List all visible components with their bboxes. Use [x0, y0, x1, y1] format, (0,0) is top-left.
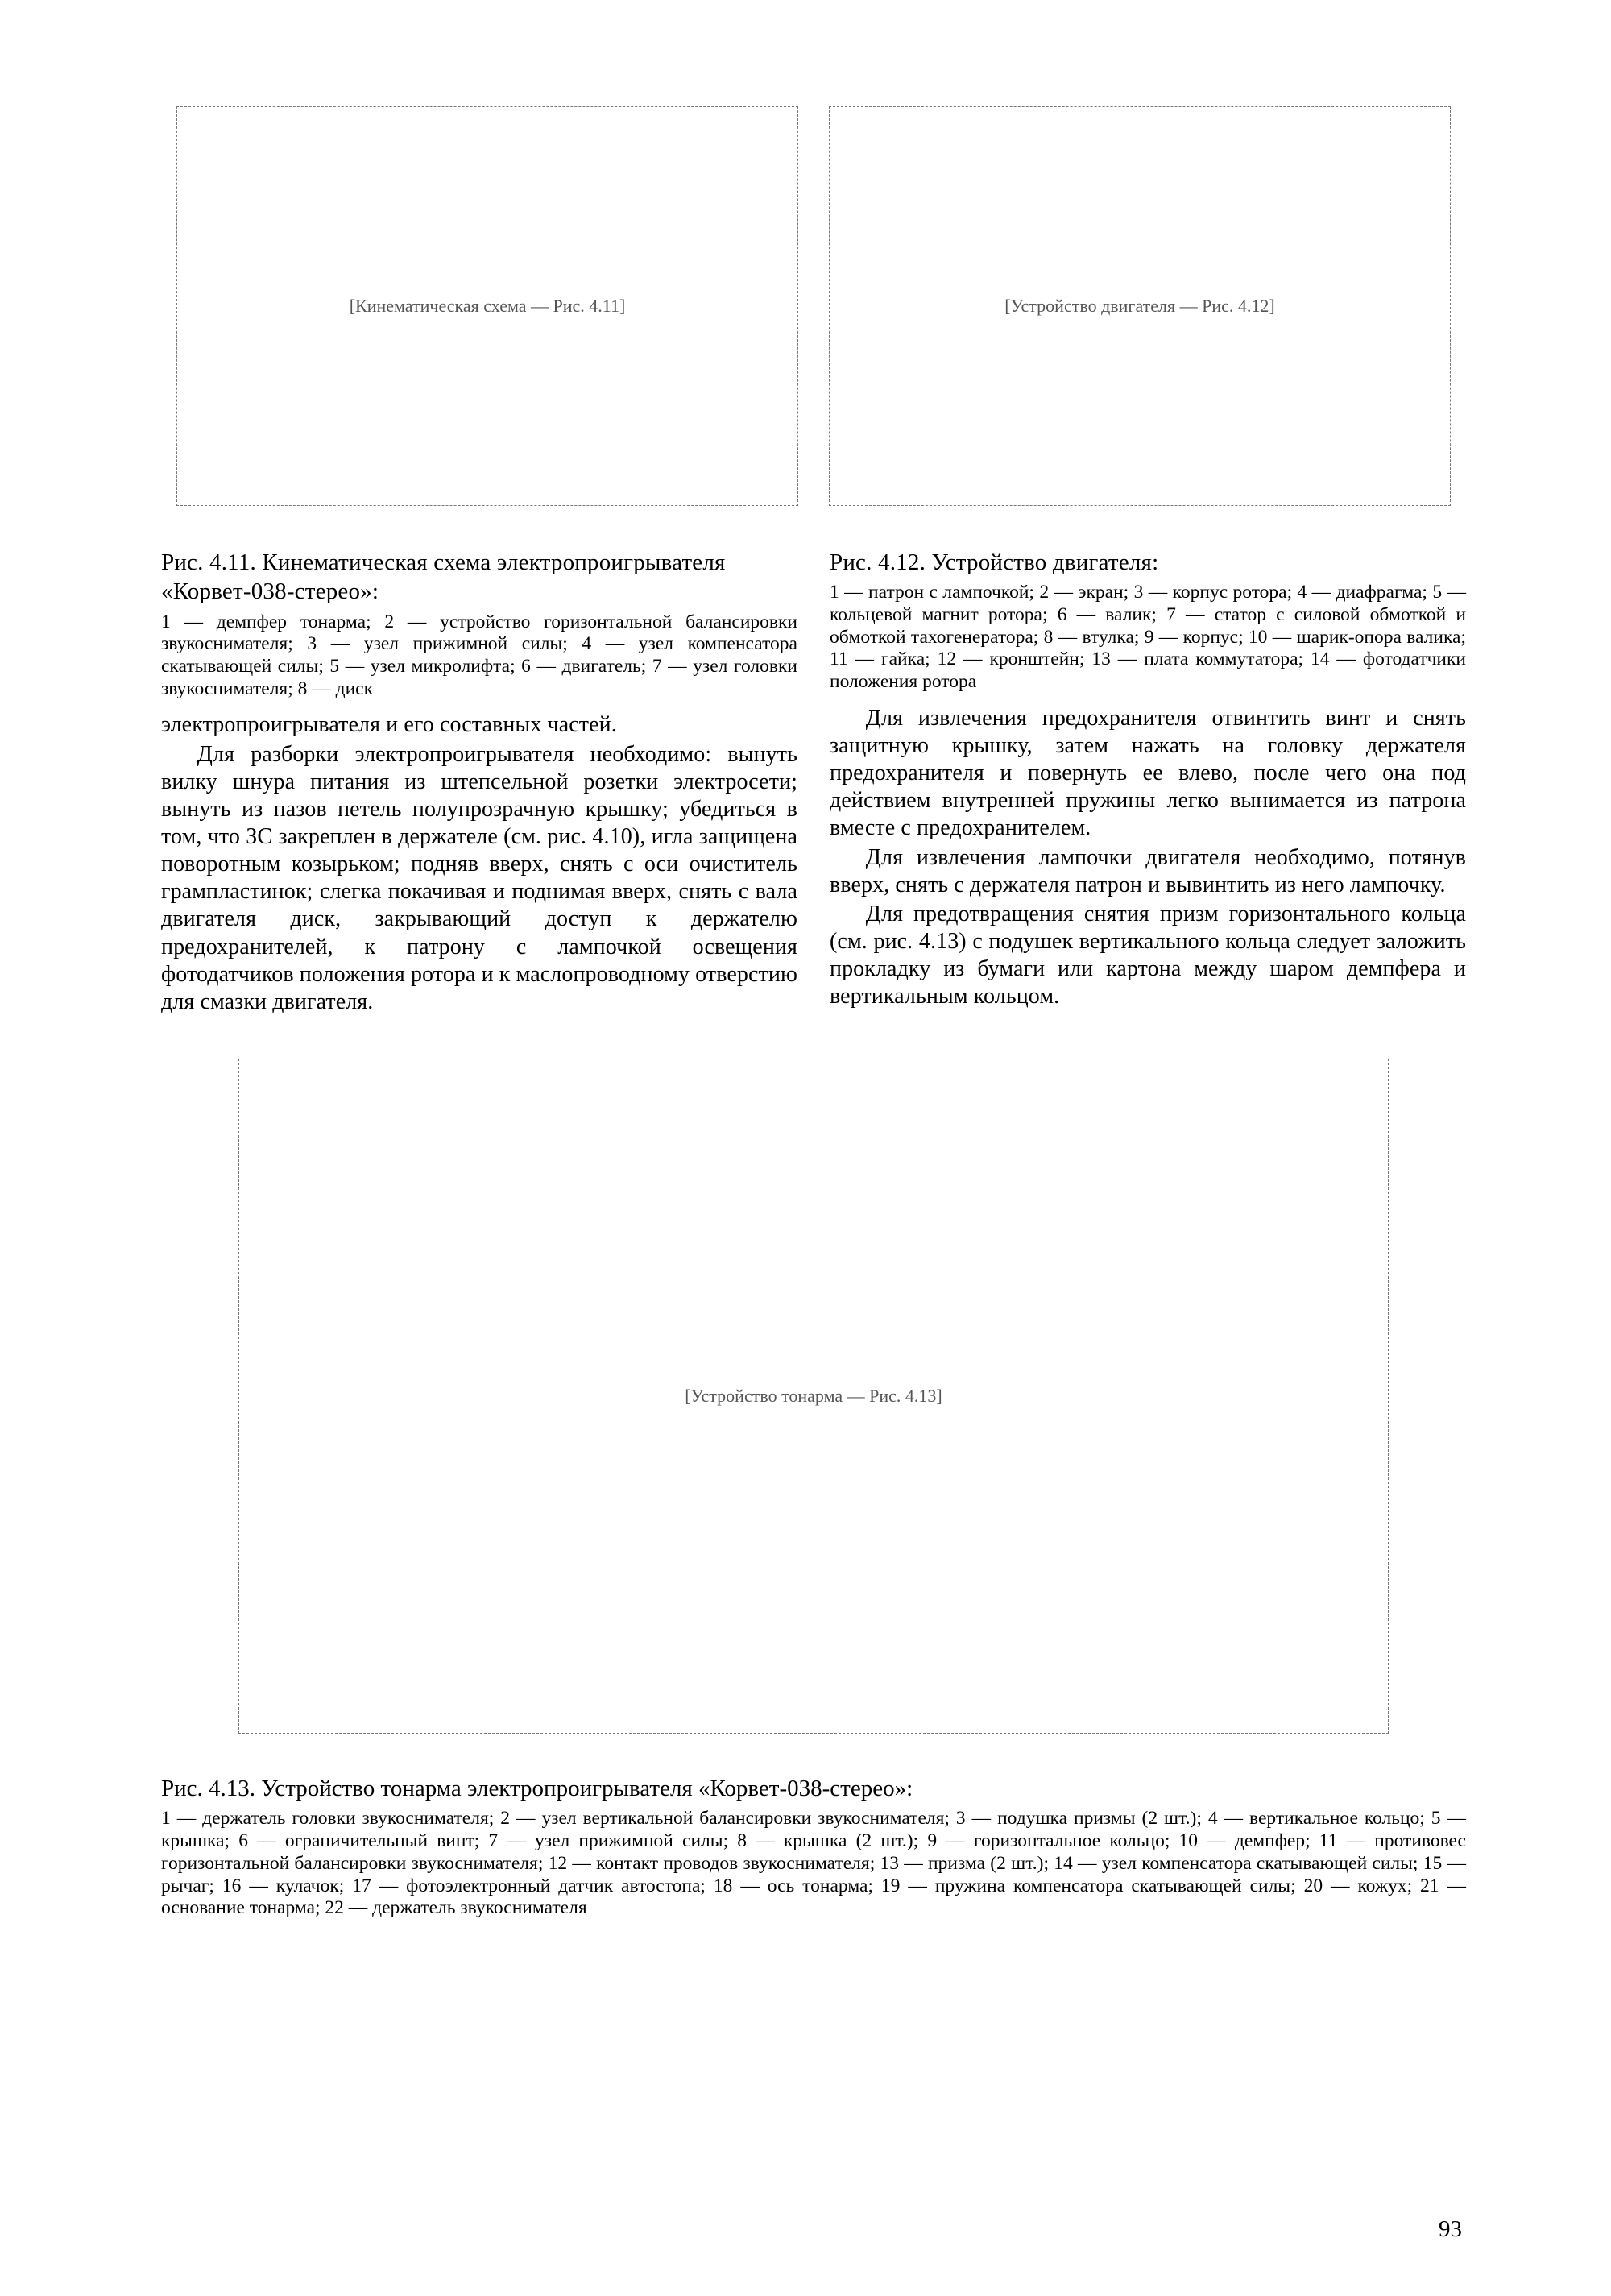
left-paragraph-2: Для разборки электропроигрывателя необхо… [161, 741, 797, 1017]
figure-4-11-placeholder: [Кинематическая схема — Рис. 4.11] [176, 106, 798, 506]
figure-4-13-image: [Устройство тонарма — Рис. 4.13] [161, 1042, 1466, 1751]
top-figures-row: [Кинематическая схема — Рис. 4.11] [Устр… [161, 97, 1466, 516]
page-number: 93 [1439, 2215, 1462, 2244]
figure-4-12-caption-title: Рис. 4.12. Устройство двигателя: [830, 548, 1466, 577]
figure-4-13-placeholder: [Устройство тонарма — Рис. 4.13] [238, 1059, 1389, 1734]
right-paragraph-2: Для извлечения лампочки двигателя необхо… [830, 844, 1466, 899]
figure-4-11-caption-legend: 1 — демпфер тонарма; 2 — устройство гори… [161, 611, 797, 701]
left-body-text: электропроигрывателя и его составных час… [161, 711, 797, 1016]
figure-4-12-image: [Устройство двигателя — Рис. 4.12] [814, 97, 1466, 516]
figure-4-13-caption-title: Рис. 4.13. Устройство тонарма электропро… [161, 1775, 1466, 1803]
captions-and-body-columns: Рис. 4.11. Кинематическая схема электроп… [161, 540, 1466, 1017]
right-paragraph-1: Для извлечения предохранителя отвинтить … [830, 705, 1466, 843]
right-column: Рис. 4.12. Устройство двигателя: 1 — пат… [830, 540, 1466, 1017]
figure-4-12-caption-legend: 1 — патрон с лампочкой; 2 — экран; 3 — к… [830, 582, 1466, 694]
figure-4-12-placeholder: [Устройство двигателя — Рис. 4.12] [829, 106, 1451, 506]
page: [Кинематическая схема — Рис. 4.11] [Устр… [0, 0, 1611, 2296]
right-body-text: Для извлечения предохранителя отвинтить … [830, 705, 1466, 1011]
figure-4-11-caption-title: Рис. 4.11. Кинематическая схема электроп… [161, 548, 797, 607]
figure-4-11-image: [Кинематическая схема — Рис. 4.11] [161, 97, 814, 516]
right-paragraph-3: Для предотвращения снятия призм горизонт… [830, 901, 1466, 1011]
left-paragraph-1: электропроигрывателя и его составных час… [161, 711, 797, 739]
left-column: Рис. 4.11. Кинематическая схема электроп… [161, 540, 797, 1017]
figure-4-13-caption-legend: 1 — держатель головки звукоснимателя; 2 … [161, 1808, 1466, 1920]
